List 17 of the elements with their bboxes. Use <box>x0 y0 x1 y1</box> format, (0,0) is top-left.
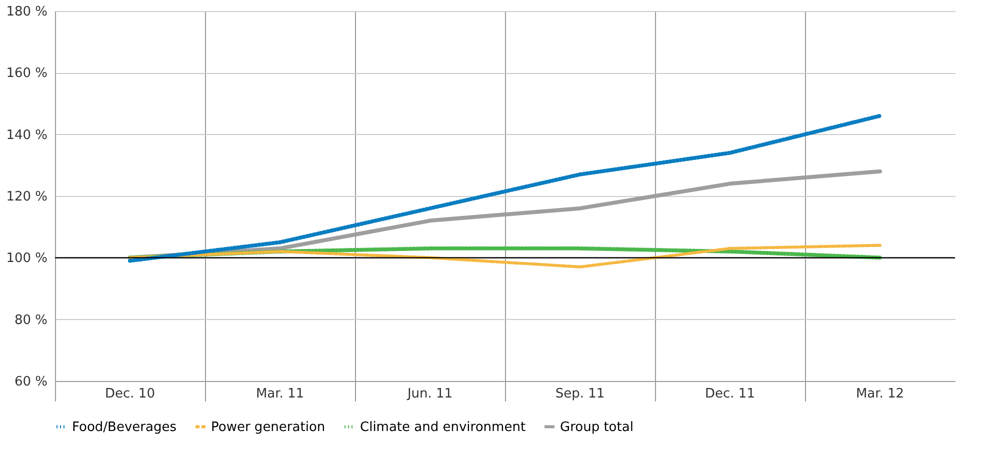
y-tick-label: 100 % <box>6 251 48 266</box>
x-tick-label: Jun. 11 <box>406 386 453 402</box>
x-tick-label: Mar. 12 <box>856 386 904 402</box>
y-tick-label: 60 % <box>14 374 48 390</box>
y-tick-label: 160 % <box>6 66 48 82</box>
x-tick-label: Dec. 10 <box>105 386 155 402</box>
legend-label: Food/Beverages <box>72 420 177 435</box>
legend-label: Power generation <box>211 420 326 435</box>
y-tick-label: 140 % <box>6 128 48 143</box>
legend-label: Climate and environment <box>360 420 526 435</box>
y-tick-label: 80 % <box>14 312 48 328</box>
y-tick-label: 120 % <box>6 190 48 204</box>
x-tick-label: Sep. 11 <box>555 386 605 402</box>
legend-label: Group total <box>560 420 634 435</box>
x-tick-label: Dec. 11 <box>705 386 755 402</box>
x-tick-label: Mar. 11 <box>256 386 304 402</box>
y-tick-label: 180 % <box>6 4 48 20</box>
